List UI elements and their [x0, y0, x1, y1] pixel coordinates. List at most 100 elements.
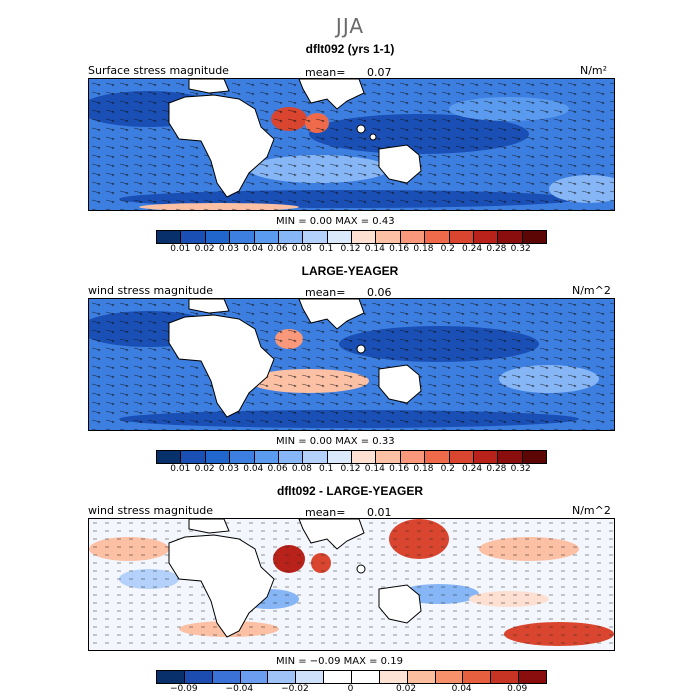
- panel-2-variable: wind stress magnitude: [88, 284, 214, 297]
- colorbar-swatch: [324, 671, 353, 683]
- colorbar-swatch: [157, 451, 182, 463]
- panel-2-map: [88, 298, 615, 431]
- colorbar-swatch: [296, 671, 325, 683]
- colorbar-swatch: [327, 451, 352, 463]
- colorbar-swatch: [376, 451, 401, 463]
- colorbar-swatch: [157, 231, 182, 243]
- panel-2-title: LARGE-YEAGER: [301, 264, 399, 278]
- europe-landmass: [188, 299, 230, 314]
- colorbar-tick-label: 0.12: [340, 244, 361, 254]
- colorbar-swatch: [379, 671, 408, 683]
- panel-3-stats: MIN = −0.09 MAX = 0.19: [276, 656, 403, 667]
- colorbar-tick-label: 0.1: [319, 464, 334, 474]
- colorbar-tick-label: 0.24: [462, 244, 483, 254]
- colorbar-tick-label: 0.14: [364, 244, 385, 254]
- colorbar-swatch: [268, 671, 297, 683]
- colorbar-tick-label: 0.03: [218, 464, 239, 474]
- colorbar-tick-label: 0.02: [194, 244, 215, 254]
- colorbar-swatch: [473, 451, 499, 463]
- africa-landmass: [168, 534, 275, 638]
- colorbar-swatch: [278, 231, 304, 243]
- colorbar-swatch: [205, 231, 231, 243]
- colorbar-swatch: [212, 671, 241, 683]
- colorbar-tick-label: 0.28: [486, 464, 507, 474]
- colorbar-swatch: [519, 671, 547, 683]
- colorbar-tick-label: 0.18: [413, 464, 434, 474]
- colorbar-tick-label: 0.08: [291, 244, 312, 254]
- colorbar-tick-label: −0.09: [169, 684, 198, 694]
- asia-landmass: [298, 79, 365, 110]
- panel-1-units: N/m²: [580, 64, 608, 77]
- panel-3-title: dflt092 - LARGE-YEAGER: [276, 484, 423, 498]
- panel-3-colorbar-ticks: −0.09 −0.04 −0.02 0 0.02 0.04 0.09: [156, 684, 545, 696]
- australia-landmass: [378, 584, 422, 624]
- panel-2-colorbar: [156, 450, 547, 464]
- colorbar-swatch: [400, 231, 426, 243]
- colorbar-tick-label: 0.16: [389, 464, 410, 474]
- colorbar-swatch: [425, 231, 450, 243]
- panel-1-colorbar: [156, 230, 547, 244]
- colorbar-tick-label: 0.24: [462, 464, 483, 474]
- panel-2-colorbar-ticks: 0.01 0.02 0.03 0.04 0.06 0.08 0.1 0.12 0.14 0.16 0…: [156, 464, 545, 476]
- colorbar-tick-label: 0.16: [389, 244, 410, 254]
- colorbar-swatch: [473, 231, 499, 243]
- colorbar-tick-label: 0.01: [170, 244, 191, 254]
- colorbar-swatch: [352, 451, 377, 463]
- asia-landmass: [298, 519, 365, 550]
- panel-1-mean-label: mean=: [305, 66, 346, 79]
- colorbar-swatch: [498, 231, 523, 243]
- colorbar-tick-label: 0.18: [413, 244, 434, 254]
- colorbar-swatch: [181, 451, 206, 463]
- colorbar-tick-label: 0.06: [267, 244, 288, 254]
- europe-landmass: [188, 519, 230, 534]
- colorbar-swatch: [449, 231, 474, 243]
- africa-landmass: [168, 314, 275, 418]
- asia-landmass: [298, 299, 365, 330]
- colorbar-tick-label: 0.02: [194, 464, 215, 474]
- colorbar-tick-label: 0.32: [510, 244, 531, 254]
- panel-3-units: N/m^2: [572, 504, 611, 517]
- colorbar-tick-label: 0.1: [319, 244, 334, 254]
- colorbar-swatch: [254, 451, 279, 463]
- colorbar-swatch: [352, 671, 380, 683]
- figure-title: JJA: [335, 14, 365, 38]
- colorbar-tick-label: 0.12: [340, 464, 361, 474]
- panel-3-mean-label: mean=: [305, 506, 346, 519]
- colorbar-tick-label: 0.06: [267, 464, 288, 474]
- australia-landmass: [378, 144, 422, 184]
- colorbar-tick-label: 0.08: [291, 464, 312, 474]
- colorbar-swatch: [498, 451, 523, 463]
- colorbar-tick-label: 0.2: [440, 464, 455, 474]
- panel-3-colorbar: [156, 670, 547, 684]
- colorbar-tick-label: 0.04: [243, 464, 264, 474]
- colorbar-tick-label: 0.01: [170, 464, 191, 474]
- africa-landmass: [168, 94, 275, 198]
- panel-2-mean-value: 0.06: [367, 286, 392, 299]
- colorbar-swatch: [327, 231, 352, 243]
- colorbar-swatch: [463, 671, 492, 683]
- colorbar-tick-label: 0.14: [364, 464, 385, 474]
- colorbar-swatch: [435, 671, 464, 683]
- panel-1-title: dflt092 (yrs 1-1): [305, 42, 395, 56]
- panel-1-map: [88, 78, 615, 211]
- colorbar-swatch: [522, 451, 546, 463]
- colorbar-tick-label: 0.04: [451, 684, 472, 694]
- colorbar-swatch: [352, 231, 377, 243]
- panel-1-stats: MIN = 0.00 MAX = 0.43: [276, 216, 395, 227]
- colorbar-swatch: [425, 451, 450, 463]
- colorbar-swatch: [303, 451, 328, 463]
- panel-3-variable: wind stress magnitude: [88, 504, 214, 517]
- panel-3-mean-value: 0.01: [367, 506, 392, 519]
- colorbar-tick-label: 0.28: [486, 244, 507, 254]
- colorbar-swatch: [157, 671, 185, 683]
- colorbar-swatch: [303, 231, 328, 243]
- panel-1-colorbar-ticks: 0.01 0.02 0.03 0.04 0.06 0.08 0.1 0.12 0.14 0.16 0…: [156, 244, 545, 256]
- europe-landmass: [188, 79, 230, 94]
- colorbar-swatch: [407, 671, 436, 683]
- colorbar-swatch: [205, 451, 231, 463]
- colorbar-swatch: [278, 451, 304, 463]
- colorbar-swatch: [230, 451, 255, 463]
- australia-landmass: [378, 364, 422, 404]
- panel-1-mean-value: 0.07: [367, 66, 392, 79]
- colorbar-swatch: [240, 671, 269, 683]
